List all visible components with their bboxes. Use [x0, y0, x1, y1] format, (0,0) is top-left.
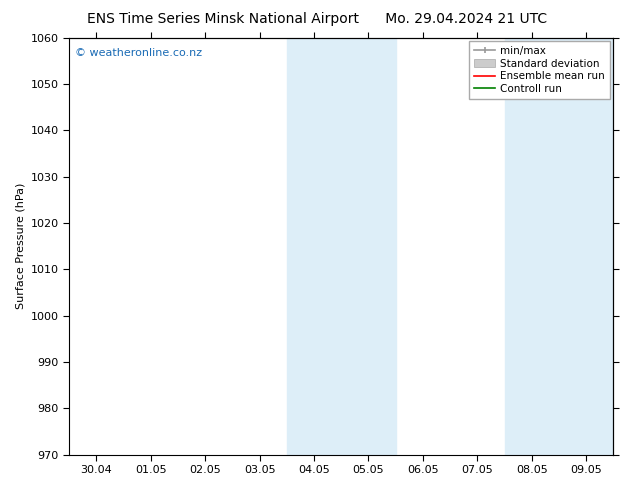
Text: ENS Time Series Minsk National Airport      Mo. 29.04.2024 21 UTC: ENS Time Series Minsk National Airport M…: [87, 12, 547, 26]
Y-axis label: Surface Pressure (hPa): Surface Pressure (hPa): [15, 183, 25, 309]
Text: © weatheronline.co.nz: © weatheronline.co.nz: [75, 48, 202, 58]
Bar: [287, 38, 396, 455]
Legend: min/max, Standard deviation, Ensemble mean run, Controll run: min/max, Standard deviation, Ensemble me…: [469, 41, 611, 99]
Bar: [505, 38, 614, 455]
